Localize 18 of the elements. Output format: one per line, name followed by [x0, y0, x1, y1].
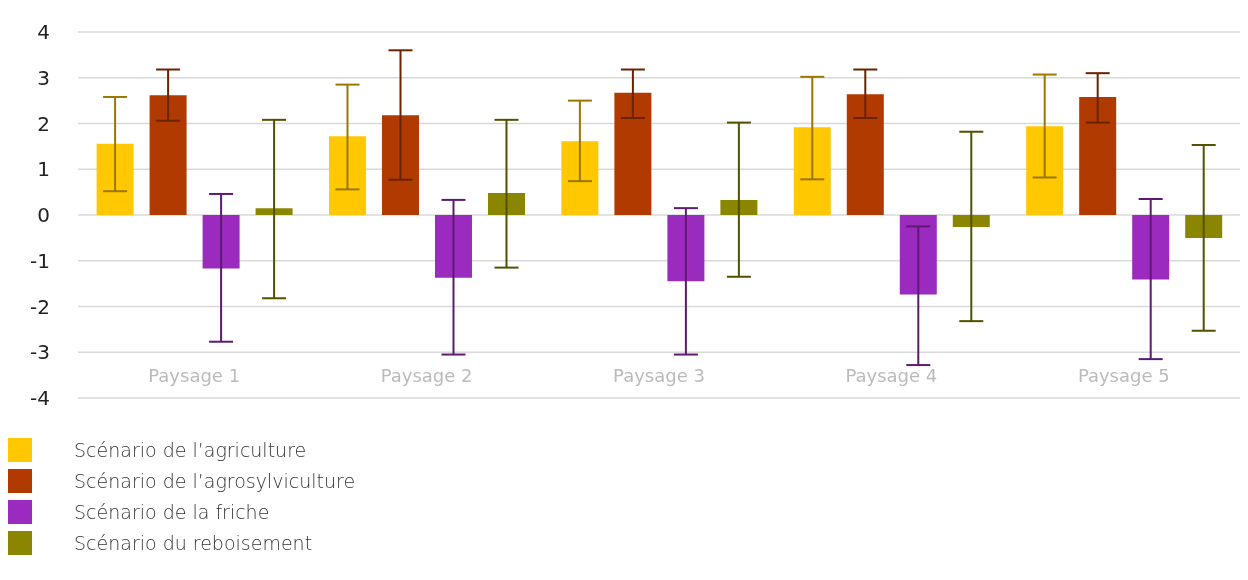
y-tick-label: -1	[30, 248, 50, 273]
legend-label: Scénario de l’agriculture	[74, 439, 307, 461]
y-tick-label: -4	[30, 386, 50, 411]
x-tick-label: Paysage 5	[1077, 365, 1170, 386]
legend-label: Scénario de la friche	[74, 501, 270, 523]
y-tick-label: -3	[30, 340, 50, 365]
y-tick-label: 4	[37, 20, 50, 45]
y-tick-label: 0	[37, 203, 50, 228]
legend-label: Scénario de l’agrosylviculture	[74, 470, 356, 492]
x-tick-label: Paysage 3	[613, 365, 705, 386]
x-tick-label: Paysage 2	[380, 365, 473, 386]
x-tick-label: Paysage 4	[845, 365, 938, 386]
y-tick-label: 1	[37, 157, 50, 182]
legend-label: Scénario du reboisement	[74, 532, 313, 554]
y-tick-label: 2	[37, 111, 50, 136]
y-tick-label: 3	[37, 65, 50, 90]
y-tick-label: -2	[30, 294, 50, 319]
x-tick-label: Paysage 1	[148, 365, 241, 386]
